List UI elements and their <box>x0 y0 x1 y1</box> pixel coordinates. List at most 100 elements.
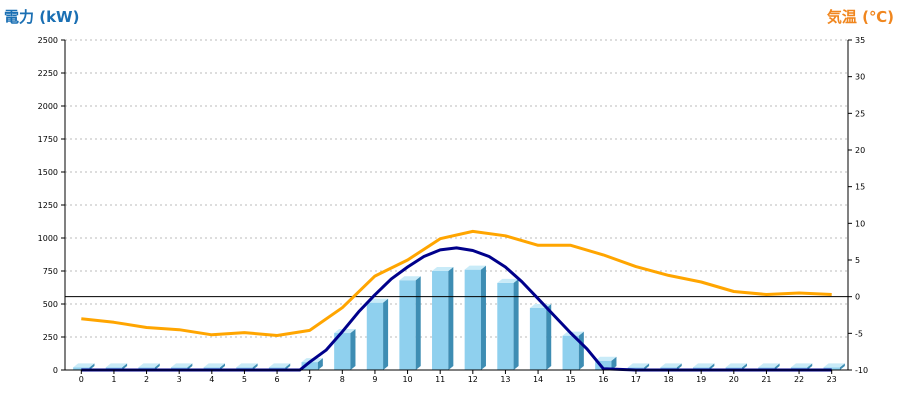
x-tick-label-10: 10 <box>402 375 412 384</box>
left-tick-label-2500: 2500 <box>38 36 58 45</box>
bar-top-10 <box>399 276 421 281</box>
x-tick-label-1: 1 <box>111 375 116 384</box>
bar-side-21 <box>774 363 780 370</box>
bar-top-11 <box>432 267 454 271</box>
bar-12 <box>464 265 486 370</box>
bar-side-19 <box>709 363 715 370</box>
right-tick-label-20: 20 <box>855 146 865 155</box>
bar-top-0 <box>73 363 95 368</box>
left-tick-label-1750: 1750 <box>38 135 58 144</box>
bar-13 <box>497 278 519 370</box>
left-tick-label-250: 250 <box>43 333 58 342</box>
bar-top-4 <box>203 363 225 368</box>
bar-side-9 <box>383 298 389 370</box>
bar-top-8 <box>334 329 356 334</box>
bar-8 <box>334 329 356 370</box>
bar-side-4 <box>219 363 225 370</box>
bar-front-8 <box>334 333 351 370</box>
right-tick-label-0: 0 <box>855 293 860 302</box>
bar-top-3 <box>171 363 193 368</box>
bar-9 <box>366 298 389 370</box>
bar-top-18 <box>660 363 682 368</box>
bar-side-8 <box>350 329 356 370</box>
bar-side-12 <box>480 265 486 370</box>
bar-front-10 <box>399 280 416 370</box>
bar-top-22 <box>790 363 813 368</box>
bar-front-11 <box>432 271 449 370</box>
x-tick-label-16: 16 <box>598 375 608 384</box>
right-tick-label--5: -5 <box>855 329 863 338</box>
bar-top-6 <box>268 363 291 368</box>
left-tick-label-1500: 1500 <box>38 168 58 177</box>
bar-15 <box>562 331 584 370</box>
bar-front-14 <box>529 307 547 370</box>
bar-front-9 <box>366 302 384 370</box>
bar-side-22 <box>807 363 813 370</box>
x-tick-label-22: 22 <box>794 375 804 384</box>
bar-side-3 <box>187 363 193 370</box>
x-tick-label-13: 13 <box>500 375 510 384</box>
bar-side-23 <box>839 363 845 370</box>
bar-top-20 <box>725 363 747 368</box>
bar-side-14 <box>546 303 552 370</box>
bar-10 <box>399 276 421 370</box>
bar-side-15 <box>578 331 584 370</box>
right-tick-label-25: 25 <box>855 109 865 118</box>
bar-top-23 <box>823 363 845 368</box>
x-tick-label-2: 2 <box>144 375 149 384</box>
right-tick-label-30: 30 <box>855 73 865 82</box>
x-tick-label-19: 19 <box>696 375 706 384</box>
x-tick-label-6: 6 <box>275 375 280 384</box>
right-tick-label--10: -10 <box>855 366 868 375</box>
x-tick-label-17: 17 <box>631 375 641 384</box>
bar-top-2 <box>138 363 160 368</box>
left-tick-label-0: 0 <box>53 366 58 375</box>
bar-top-5 <box>236 363 258 368</box>
bar-top-12 <box>464 265 486 270</box>
grid-layer <box>65 39 848 338</box>
x-tick-label-8: 8 <box>340 375 345 384</box>
x-tick-label-3: 3 <box>177 375 182 384</box>
x-tick-label-7: 7 <box>307 375 312 384</box>
x-tick-label-20: 20 <box>729 375 739 384</box>
bar-side-10 <box>415 276 421 370</box>
left-tick-label-1250: 1250 <box>38 201 58 210</box>
left-tick-label-750: 750 <box>43 267 58 276</box>
bar-side-20 <box>741 363 747 370</box>
x-tick-label-14: 14 <box>533 375 543 384</box>
bar-side-7 <box>317 358 323 370</box>
right-axis-title: 気温 (℃) <box>826 8 894 26</box>
bar-front-13 <box>497 282 514 370</box>
left-tick-label-2250: 2250 <box>38 69 58 78</box>
x-tick-label-18: 18 <box>663 375 673 384</box>
left-tick-label-2000: 2000 <box>38 102 58 111</box>
x-tick-label-4: 4 <box>209 375 214 384</box>
x-tick-label-5: 5 <box>242 375 247 384</box>
x-tick-label-12: 12 <box>468 375 478 384</box>
left-tick-label-1000: 1000 <box>38 234 58 243</box>
x-tick-label-23: 23 <box>827 375 837 384</box>
lines-layer <box>65 229 848 372</box>
right-tick-label-35: 35 <box>855 36 865 45</box>
bar-side-2 <box>154 363 160 370</box>
bar-front-12 <box>464 269 481 370</box>
bar-side-0 <box>89 363 95 370</box>
bar-side-6 <box>285 363 291 370</box>
bar-side-1 <box>122 363 128 370</box>
x-tick-label-9: 9 <box>372 375 377 384</box>
bar-top-19 <box>693 363 715 368</box>
bar-top-1 <box>105 363 128 368</box>
bar-side-5 <box>252 363 258 370</box>
bar-top-21 <box>758 363 780 368</box>
left-axis-title: 電力 (kW) <box>4 8 80 26</box>
ticks-layer: 02505007501000125015001750200022502500-1… <box>38 36 868 384</box>
bar-14 <box>529 303 552 370</box>
bars-layer <box>73 265 845 370</box>
bar-side-18 <box>676 363 682 370</box>
right-tick-label-15: 15 <box>855 183 865 192</box>
bar-top-17 <box>627 363 650 368</box>
bar-11 <box>432 267 454 370</box>
bar-side-17 <box>644 363 650 370</box>
temperature-line <box>81 229 832 337</box>
